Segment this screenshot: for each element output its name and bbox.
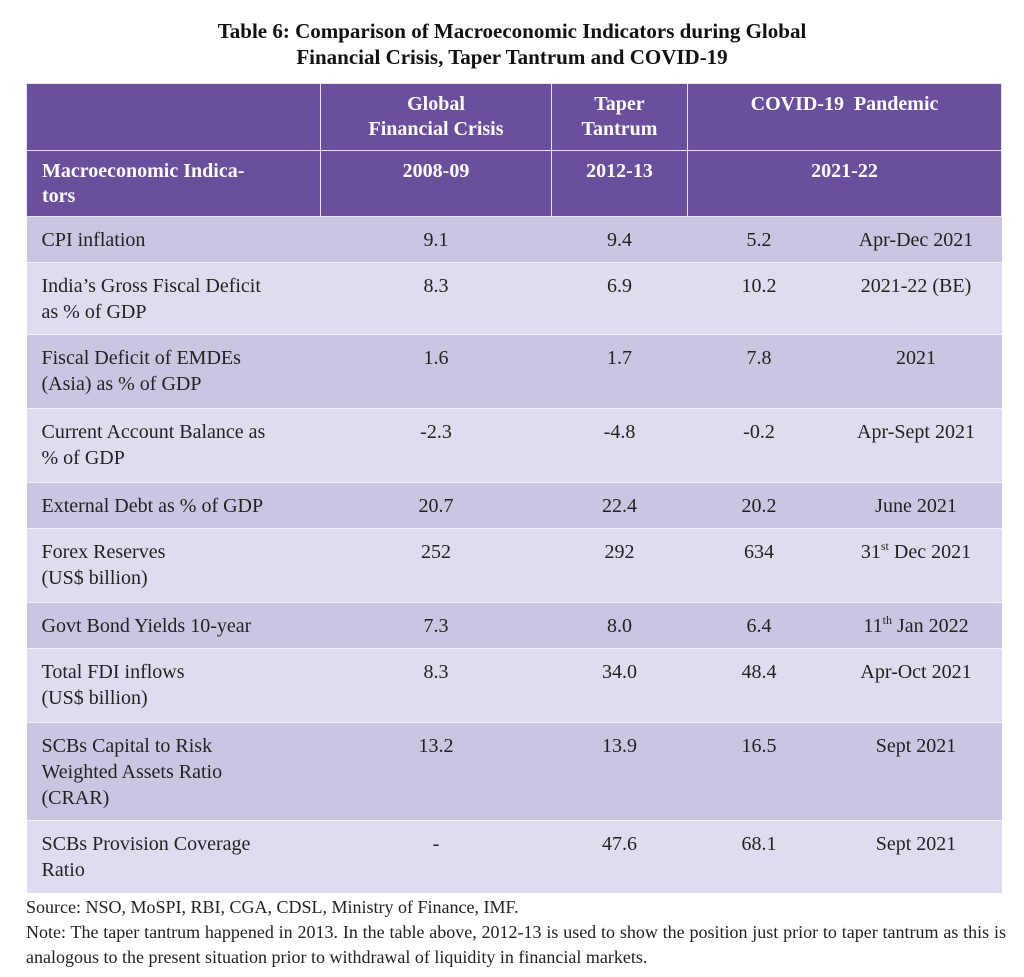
header-taper: Taper Tantrum	[551, 83, 688, 151]
covid-value: 10.2	[687, 262, 831, 335]
covid-period: 2021	[830, 334, 1002, 409]
gfc-value: -	[320, 820, 552, 893]
header-covid-period: 2021-22	[686, 150, 1003, 217]
indicator-label: CPI inflation	[26, 216, 321, 263]
gfc-value: 8.3	[320, 262, 552, 335]
header-covid: COVID-19 Pandemic	[686, 83, 1003, 151]
covid-period: Sept 2021	[830, 722, 1002, 821]
taper-value: 8.0	[551, 602, 688, 649]
indicators-table: Global Financial Crisis Taper Tantrum COVI…	[26, 83, 1003, 893]
taper-value: 9.4	[551, 216, 688, 263]
taper-value: 47.6	[551, 820, 688, 893]
taper-value: 292	[551, 528, 688, 603]
table-row: SCBs Capital to Risk Weighted Assets Rati…	[26, 722, 1002, 821]
gfc-value: 9.1	[320, 216, 552, 263]
table-row: Forex Reserves (US$ billion) 252 292 634 31st…	[26, 528, 1002, 603]
gfc-value: 252	[320, 528, 552, 603]
table-row: Total FDI inflows (US$ billion) 8.3 34.0 48.…	[26, 648, 1002, 723]
table-title: Table 6: Comparison of Macroeconomic Ind…	[0, 18, 1024, 70]
table-row: Fiscal Deficit of EMDEs (Asia) as % of GD…	[26, 334, 1002, 409]
indicator-label: External Debt as % of GDP	[26, 482, 321, 529]
taper-value: -4.8	[551, 408, 688, 483]
indicator-label: Current Account Balance as% of GDP	[26, 408, 321, 483]
table-title-line2: Financial Crisis, Taper Tantrum and COVI…	[296, 45, 728, 69]
indicator-label: SCBs Provision Coverage Ratio	[26, 820, 321, 893]
covid-period: June 2021	[830, 482, 1002, 529]
covid-value: 16.5	[687, 722, 831, 821]
header-gfc-period: 2008-09	[320, 150, 552, 217]
table-row: External Debt as % of GDP 20.7 22.4 20.2 Jun…	[26, 482, 1002, 529]
indicator-label: Total FDI inflows (US$ billion)	[26, 648, 321, 723]
covid-period: 31st Dec 2021	[830, 528, 1002, 603]
covid-value: 6.4	[687, 602, 831, 649]
covid-period: 2021-22 (BE)	[830, 262, 1002, 335]
gfc-value: 1.6	[320, 334, 552, 409]
covid-value: 634	[687, 528, 831, 603]
indicator-label: Forex Reserves (US$ billion)	[26, 528, 321, 603]
covid-period: Apr-Dec 2021	[830, 216, 1002, 263]
covid-value: 20.2	[687, 482, 831, 529]
taper-value: 6.9	[551, 262, 688, 335]
taper-value: 1.7	[551, 334, 688, 409]
indicator-label: SCBs Capital to Risk Weighted Assets Rati…	[26, 722, 321, 821]
header-gfc: Global Financial Crisis	[320, 83, 552, 151]
table-row: Current Account Balance as% of GDP -2.3 -4…	[26, 408, 1002, 483]
table-row: Govt Bond Yields 10-year 7.3 8.0 6.4 11th Ja…	[26, 602, 1002, 649]
gfc-value: 13.2	[320, 722, 552, 821]
table-title-line1: Table 6: Comparison of Macroeconomic Ind…	[217, 19, 807, 43]
taper-value: 34.0	[551, 648, 688, 723]
covid-period: Apr-Oct 2021	[830, 648, 1002, 723]
covid-value: 48.4	[687, 648, 831, 723]
taper-value: 13.9	[551, 722, 688, 821]
covid-value: 68.1	[687, 820, 831, 893]
source-note: Source: NSO, MoSPI, RBI, CGA, CDSL, Mini…	[26, 897, 519, 917]
taper-value: 22.4	[551, 482, 688, 529]
header-indicators: Macroeconomic Indica-tors	[26, 150, 321, 217]
table-row: CPI inflation 9.1 9.4 5.2 Apr-Dec 2021	[26, 216, 1002, 263]
covid-period: Sept 2021	[830, 820, 1002, 893]
gfc-value: -2.3	[320, 408, 552, 483]
covid-value: -0.2	[687, 408, 831, 483]
indicator-label: Govt Bond Yields 10-year	[26, 602, 321, 649]
gfc-value: 8.3	[320, 648, 552, 723]
table-row: SCBs Provision Coverage Ratio -47.6 68.1 Sep…	[26, 820, 1002, 893]
gfc-value: 7.3	[320, 602, 552, 649]
indicator-label: India’s Gross Fiscal Deficit as % of GDP	[26, 262, 321, 335]
covid-period: 11th Jan 2022	[830, 602, 1002, 649]
footnote: Note: The taper tantrum happened in 2013…	[26, 922, 1006, 967]
header-taper-period: 2012-13	[551, 150, 688, 217]
table-row: India’s Gross Fiscal Deficit as % of GDP 8…	[26, 262, 1002, 335]
covid-value: 7.8	[687, 334, 831, 409]
gfc-value: 20.7	[320, 482, 552, 529]
covid-period: Apr-Sept 2021	[830, 408, 1002, 483]
indicator-label: Fiscal Deficit of EMDEs (Asia) as % of GD…	[26, 334, 321, 409]
covid-value: 5.2	[687, 216, 831, 263]
header-empty-cell	[26, 83, 321, 151]
